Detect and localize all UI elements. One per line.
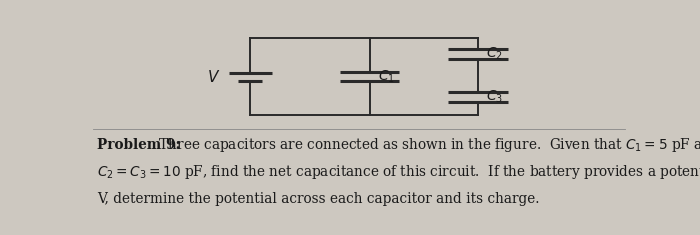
Text: $C_1$: $C_1$ [378,68,395,85]
Text: V, determine the potential across each capacitor and its charge.: V, determine the potential across each c… [97,192,540,206]
Text: $C_2 = C_3 = 10$ pF, find the net capacitance of this circuit.  If the battery p: $C_2 = C_3 = 10$ pF, find the net capaci… [97,163,700,181]
Text: $C_3$: $C_3$ [486,89,503,106]
Text: Problem 9:: Problem 9: [97,138,181,152]
Text: $C_2$: $C_2$ [486,46,503,62]
Text: $V$: $V$ [207,69,220,85]
Text: Three capacitors are connected as shown in the figure.  Given that $C_1 = 5$ pF : Three capacitors are connected as shown … [150,136,700,154]
